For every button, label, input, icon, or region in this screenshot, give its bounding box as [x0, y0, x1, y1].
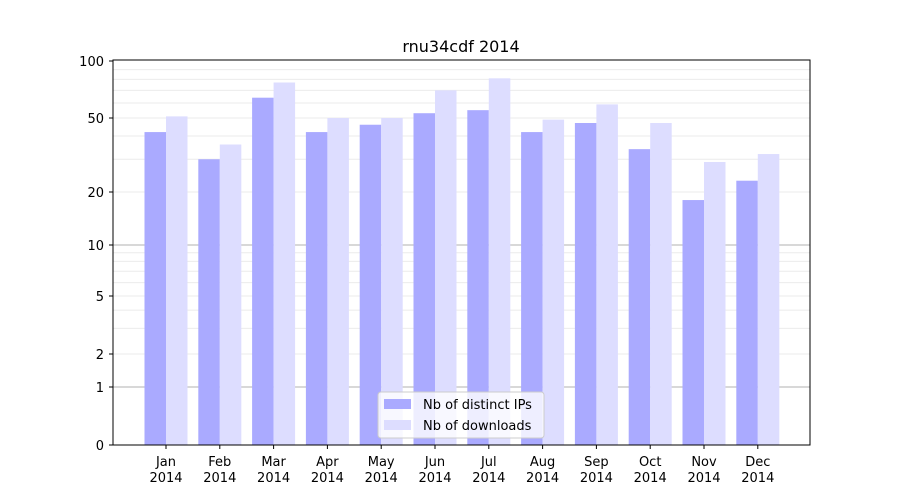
- bar-downloads: [219, 144, 242, 445]
- chart-title: rnu34cdf 2014: [402, 37, 519, 56]
- bar-downloads: [381, 118, 403, 445]
- x-tick-label: Apr 2014: [311, 455, 344, 486]
- y-tick-label: 100: [79, 55, 104, 70]
- bar-downloads: [650, 122, 672, 446]
- y-tick-label: 2: [96, 348, 104, 363]
- x-tick-label: Nov 2014: [687, 455, 720, 486]
- bar-distinct-ips: [628, 149, 651, 446]
- x-tick-label: Feb 2014: [203, 455, 236, 486]
- bar-distinct-ips: [574, 122, 597, 446]
- bar-downloads: [757, 154, 780, 445]
- x-tick-label: Jun 2014: [418, 455, 451, 486]
- x-tick-label: Sep 2014: [580, 455, 613, 486]
- y-tick-label: 20: [87, 186, 104, 201]
- legend-swatch-ips: [384, 399, 411, 409]
- bar-distinct-ips: [198, 159, 220, 446]
- plot-frame: [112, 59, 811, 446]
- bar-downloads: [435, 90, 457, 445]
- bar-distinct-ips: [521, 132, 543, 445]
- x-tick-label: Jan 2014: [149, 455, 182, 486]
- legend: Nb of distinct IPs Nb of downloads: [377, 391, 545, 439]
- bar-downloads: [327, 118, 349, 445]
- bar-downloads: [704, 161, 726, 446]
- bar-distinct-ips: [305, 132, 328, 445]
- legend-label-ips: Nb of distinct IPs: [423, 398, 532, 413]
- bar-downloads: [542, 119, 565, 445]
- x-tick-label: Mar 2014: [257, 455, 290, 486]
- bar-distinct-ips: [359, 124, 382, 445]
- x-tick-label: Jul 2014: [472, 455, 505, 486]
- x-tick-label: May 2014: [365, 455, 398, 486]
- bar-distinct-ips: [252, 97, 274, 446]
- bar-distinct-ips: [413, 113, 435, 445]
- legend-swatch-downloads: [384, 420, 411, 430]
- legend-label-downloads: Nb of downloads: [423, 419, 532, 434]
- bar-downloads: [166, 116, 188, 446]
- bar-distinct-ips: [144, 132, 166, 445]
- bar-downloads: [596, 104, 618, 445]
- y-tick-label: 1: [96, 381, 104, 396]
- bar-distinct-ips: [467, 110, 489, 446]
- x-tick-label: Aug 2014: [526, 455, 559, 486]
- y-tick-label: 10: [87, 239, 104, 254]
- x-tick-label: Oct 2014: [634, 455, 667, 486]
- bar-downloads: [273, 82, 296, 445]
- y-tick-label: 0: [96, 439, 104, 454]
- bar-downloads: [488, 78, 511, 445]
- y-tick-label: 50: [87, 112, 104, 127]
- bar-distinct-ips: [736, 180, 758, 445]
- bar-distinct-ips: [682, 200, 704, 445]
- y-tick-label: 5: [96, 290, 104, 305]
- x-tick-label: Dec 2014: [741, 455, 774, 486]
